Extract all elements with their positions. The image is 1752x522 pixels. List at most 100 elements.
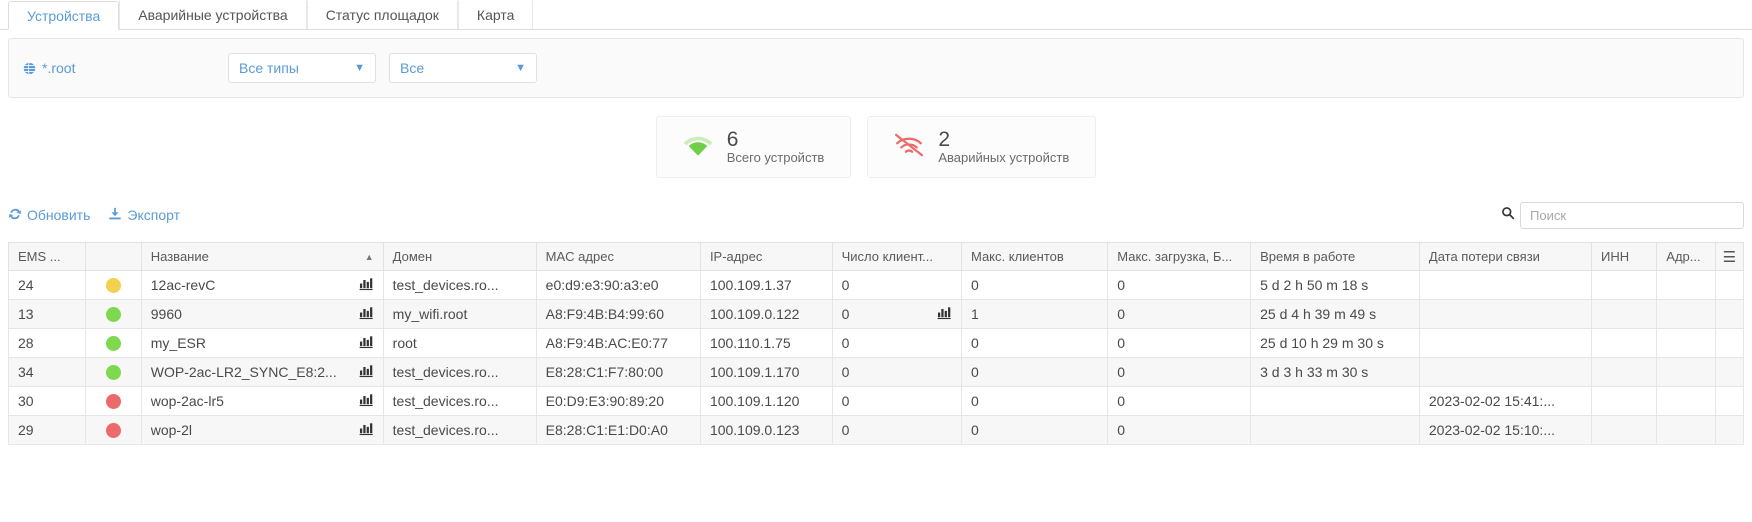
cell-max-clients: 0 <box>960 328 1109 358</box>
card-alarm-devices[interactable]: 2 Аварийных устройств <box>867 116 1097 178</box>
col-label: MAC адрес <box>545 249 614 264</box>
col-header-mac[interactable]: MAC адрес <box>535 242 701 271</box>
cell-max-load: 0 <box>1107 270 1252 300</box>
cell-clients: 0 <box>831 386 962 416</box>
chevron-down-icon: ▼ <box>515 62 526 74</box>
cell-mac: E8:28:C1:F7:80:00 <box>535 357 701 387</box>
table-row[interactable]: 30 wop-2ac-lr5 test_devices.ro... E0:D9:E3:… <box>8 386 1745 416</box>
col-header-name[interactable]: Название ▲ <box>140 242 384 271</box>
card-total-devices-text: 6 Всего устройств <box>727 129 825 165</box>
col-header-ems[interactable]: EMS ... <box>8 242 86 271</box>
device-chart-icon[interactable] <box>359 364 374 381</box>
cell-status <box>84 299 142 329</box>
cell-ems: 28 <box>8 328 86 358</box>
cell-address <box>1656 299 1716 329</box>
globe-icon <box>23 62 36 75</box>
table-row[interactable]: 13 9960 my_wifi.root A8:F9:4B:B4:99:60 100.1… <box>8 299 1745 329</box>
device-name-label: my_ESR <box>150 335 206 351</box>
cell-uptime <box>1250 415 1420 445</box>
cell-menu-spacer <box>1714 357 1745 387</box>
card-total-devices-label: Всего устройств <box>726 150 825 166</box>
cell-status <box>84 386 142 416</box>
tab-map[interactable]: Карта <box>457 0 534 29</box>
col-header-status[interactable] <box>84 242 142 271</box>
col-header-uptime[interactable]: Время в работе <box>1250 242 1420 271</box>
refresh-icon <box>8 207 22 224</box>
tab-alarm-devices[interactable]: Аварийные устройства <box>119 0 307 29</box>
device-type-value: Все типы <box>239 60 299 76</box>
cell-max-load: 0 <box>1107 299 1252 329</box>
summary-cards: 6 Всего устройств 2 Аварийных устройств <box>0 116 1752 178</box>
cell-inn <box>1591 328 1658 358</box>
cell-name: wop-2ac-lr5 <box>140 386 384 416</box>
clients-value: 0 <box>841 306 850 322</box>
tab-site-status[interactable]: Статус площадок <box>306 0 458 29</box>
device-name-label: wop-2l <box>150 422 192 438</box>
devices-table-container: EMS ... Название ▲ Домен MAC адрес IP-ад… <box>0 242 1752 445</box>
col-label: EMS ... <box>18 249 61 264</box>
col-header-address[interactable]: Адр... <box>1656 242 1716 271</box>
clients-value: 0 <box>841 277 850 293</box>
cell-ems: 30 <box>8 386 86 416</box>
search-input[interactable] <box>1520 201 1744 229</box>
cell-clients: 0 <box>831 328 962 358</box>
cell-lost-date <box>1418 270 1593 300</box>
col-header-ip[interactable]: IP-адрес <box>699 242 833 271</box>
download-icon <box>108 207 122 224</box>
device-type-select[interactable]: Все типы ▼ <box>228 53 376 83</box>
cell-uptime: 25 d 4 h 39 m 49 s <box>1250 299 1420 329</box>
table-row[interactable]: 24 12ac-revC test_devices.ro... e0:d9:e3:90… <box>8 270 1745 300</box>
cell-inn <box>1591 415 1658 445</box>
col-label: Макс. загрузка, Б... <box>1117 249 1233 264</box>
search-area <box>1501 201 1744 229</box>
col-label: Домен <box>392 249 433 264</box>
column-menu-button[interactable]: ☰ <box>1714 242 1745 271</box>
col-header-inn[interactable]: ИНН <box>1591 242 1658 271</box>
cell-mac: e0:d9:e3:90:a3:e0 <box>535 270 701 300</box>
cell-address <box>1656 270 1716 300</box>
device-chart-icon[interactable] <box>359 335 374 352</box>
clients-chart-icon[interactable] <box>937 306 952 323</box>
device-chart-icon[interactable] <box>359 277 374 294</box>
table-toolbar: Обновить Экспорт <box>0 198 1752 232</box>
col-label: Название <box>150 249 209 264</box>
cell-ems: 24 <box>8 270 86 300</box>
card-alarm-devices-value: 2 <box>938 128 950 152</box>
col-header-lost-date[interactable]: Дата потери связи <box>1418 242 1593 271</box>
export-button[interactable]: Экспорт <box>108 207 180 224</box>
refresh-button[interactable]: Обновить <box>8 207 90 224</box>
device-chart-icon[interactable] <box>359 393 374 410</box>
cell-ip: 100.109.1.37 <box>699 270 833 300</box>
table-row[interactable]: 29 wop-2l test_devices.ro... E8:28:C1:E1:D0… <box>8 415 1745 445</box>
device-chart-icon[interactable] <box>359 422 374 439</box>
col-header-clients[interactable]: Число клиент... <box>831 242 962 271</box>
cell-lost-date: 2023-02-02 15:10:... <box>1418 415 1593 445</box>
cell-ip: 100.109.1.170 <box>699 357 833 387</box>
col-header-domain[interactable]: Домен <box>382 242 537 271</box>
root-node-selector[interactable]: *.root <box>23 60 228 76</box>
tab-label: Устройства <box>27 8 101 24</box>
cell-max-load: 0 <box>1107 415 1252 445</box>
col-header-max-clients[interactable]: Макс. клиентов <box>960 242 1109 271</box>
tab-devices[interactable]: Устройства <box>8 1 120 30</box>
col-label: Время в работе <box>1260 249 1356 264</box>
chevron-down-icon: ▼ <box>354 62 365 74</box>
col-label: Число клиент... <box>841 249 934 264</box>
table-row[interactable]: 28 my_ESR root A8:F9:4B:AC:E0:77 100.110.1.7… <box>8 328 1745 358</box>
device-chart-icon[interactable] <box>359 306 374 323</box>
cell-lost-date <box>1418 299 1593 329</box>
cell-max-load: 0 <box>1107 328 1252 358</box>
col-label: IP-адрес <box>709 249 763 264</box>
cell-max-clients: 0 <box>960 386 1109 416</box>
device-status-select[interactable]: Все ▼ <box>389 53 537 83</box>
cell-ip: 100.110.1.75 <box>699 328 833 358</box>
refresh-label: Обновить <box>27 207 91 223</box>
devices-table: EMS ... Название ▲ Домен MAC адрес IP-ад… <box>8 242 1745 445</box>
table-row[interactable]: 34 WOP-2ac-LR2_SYNC_E8:2... test_devices.r… <box>8 357 1745 387</box>
search-icon[interactable] <box>1501 206 1515 225</box>
col-header-max-load[interactable]: Макс. загрузка, Б... <box>1107 242 1252 271</box>
status-indicator-icon <box>105 423 121 439</box>
cell-status <box>84 328 142 358</box>
cell-name: 12ac-revC <box>140 270 384 300</box>
card-total-devices[interactable]: 6 Всего устройств <box>655 116 852 178</box>
